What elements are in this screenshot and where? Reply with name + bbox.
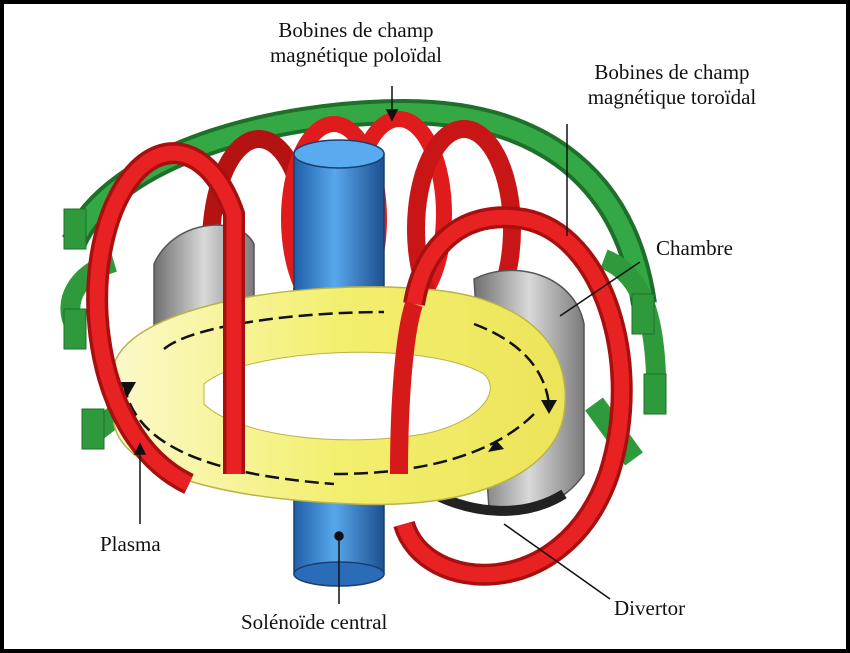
label-toroidal-coils: Bobines de champ magnétique toroïdal — [552, 60, 792, 110]
label-toroidal-line1: Bobines de champ — [594, 60, 750, 84]
label-poloidal-line2: magnétique poloïdal — [269, 43, 443, 67]
toroidal-coils-front — [86, 142, 633, 586]
tokamak-diagram — [60, 86, 667, 604]
tokamak-figure: Bobines de champ magnétique poloïdal Bob… — [4, 4, 846, 649]
label-toroidal-line2: magnétique toroïdal — [587, 85, 757, 109]
leader-lines — [133, 86, 641, 604]
label-chambre: Chambre — [656, 236, 733, 260]
label-plasma: Plasma — [100, 532, 161, 556]
label-poloidal-line1: Bobines de champ — [278, 18, 434, 42]
label-divertor: Divertor — [614, 596, 686, 620]
label-solenoide-central: Solénoïde central — [241, 610, 388, 634]
label-poloidal-coils: Bobines de champ magnétique poloïdal — [236, 18, 476, 68]
